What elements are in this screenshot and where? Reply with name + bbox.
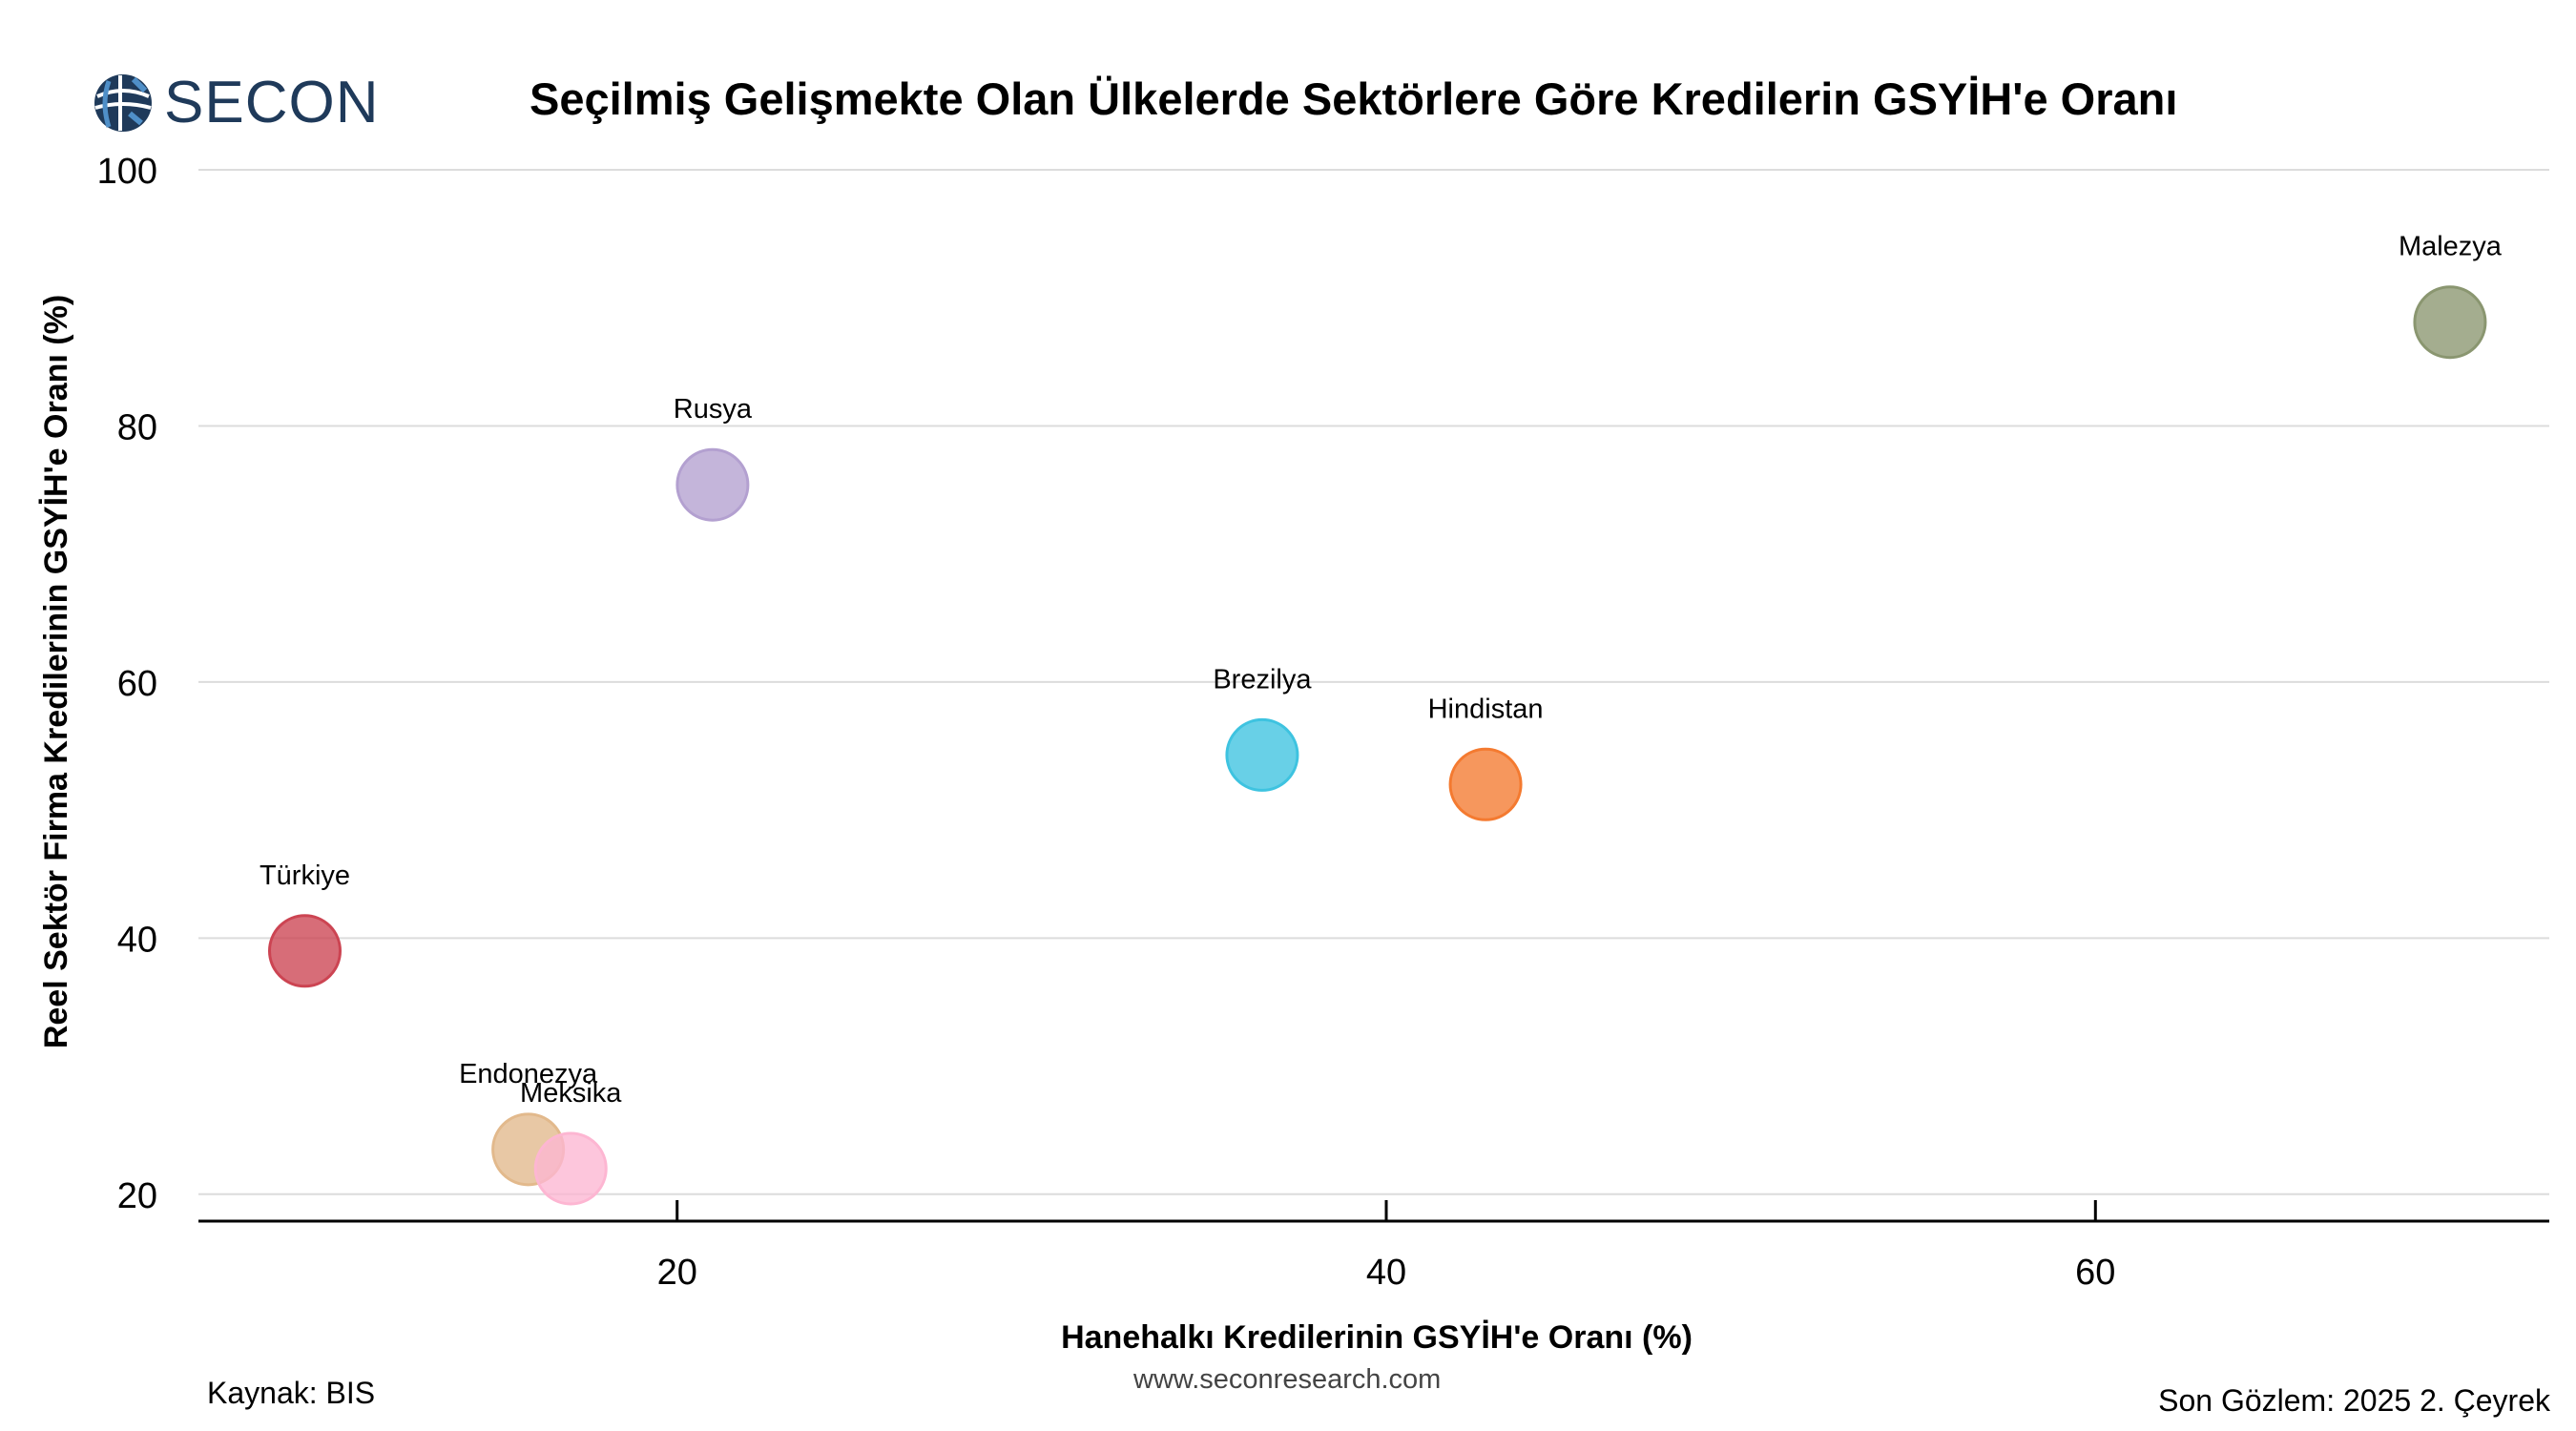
data-point-türkiye[interactable] — [267, 914, 342, 988]
point-label: Brezilya — [1213, 664, 1312, 695]
secon-logo: SECON — [92, 69, 379, 136]
y-axis-label: Reel Sektör Firma Kredilerinin GSYİH'e O… — [38, 295, 74, 1048]
source-note: Kaynak: BIS — [207, 1376, 376, 1410]
x-tick-label: 20 — [657, 1253, 697, 1293]
y-tick-label: 40 — [117, 920, 157, 960]
x-tick-label: 40 — [1366, 1253, 1406, 1293]
data-point-hindistan[interactable] — [1448, 747, 1523, 821]
data-point-rusya[interactable] — [675, 447, 750, 522]
data-points — [267, 285, 2487, 1206]
point-label: Hindistan — [1428, 694, 1544, 724]
point-label: Endonezya — [459, 1059, 598, 1089]
website-link[interactable]: www.seconresearch.com — [1133, 1364, 1442, 1395]
chart-title: Seçilmiş Gelişmekte Olan Ülkelerde Sektö… — [530, 73, 2178, 124]
data-point-brezilya[interactable] — [1225, 717, 1299, 792]
y-tick-label: 60 — [117, 664, 157, 704]
point-label: Meksika — [520, 1078, 622, 1109]
gridlines — [198, 169, 2549, 1195]
x-axis-label: Hanehalkı Kredilerinin GSYİH'e Oranı (%) — [1061, 1319, 1693, 1356]
axes: 20 40 60 80 100 20 40 60 — [97, 152, 2549, 1293]
point-label: Türkiye — [260, 861, 350, 891]
data-point-meksika[interactable] — [533, 1131, 608, 1206]
point-label: Rusya — [674, 394, 753, 425]
y-tick-label: 80 — [117, 407, 157, 447]
data-point-malezya[interactable] — [2413, 285, 2487, 360]
brand-name: SECON — [164, 70, 380, 135]
point-label: Malezya — [2399, 232, 2503, 262]
point-labels: Malezya Rusya Brezilya Hindistan Türkiye Endo… — [260, 232, 2503, 1109]
globe-icon — [94, 73, 152, 132]
x-tick-label: 60 — [2075, 1253, 2115, 1293]
y-tick-label: 20 — [117, 1176, 157, 1216]
y-tick-label: 100 — [97, 152, 157, 192]
last-observation: Son Gözlem: 2025 2. Çeyrek — [2158, 1383, 2550, 1418]
